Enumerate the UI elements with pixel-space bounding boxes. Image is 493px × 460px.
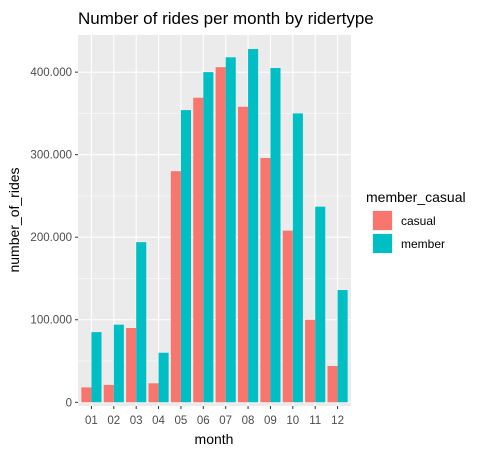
y-tick-label: 0 bbox=[66, 397, 72, 409]
bar-member-08 bbox=[248, 49, 259, 403]
y-tick-label: 300.000 bbox=[30, 150, 72, 162]
x-tick-label: 03 bbox=[130, 415, 143, 427]
bar-casual-12 bbox=[327, 365, 338, 403]
bar-member-03 bbox=[136, 242, 147, 403]
bar-casual-01 bbox=[81, 387, 92, 403]
bar-member-12 bbox=[337, 290, 348, 403]
bar-casual-02 bbox=[103, 384, 114, 403]
bar-casual-11 bbox=[305, 319, 316, 403]
x-tick-label: 08 bbox=[242, 415, 255, 427]
y-tick-label: 400.000 bbox=[30, 67, 72, 79]
legend-swatch-casual bbox=[373, 211, 392, 230]
bar-member-06 bbox=[203, 72, 214, 403]
legend: member_casual casual member bbox=[366, 189, 466, 254]
y-axis: 0 100.000 200.000 300.000 400.000 bbox=[30, 67, 78, 409]
bar-casual-09 bbox=[260, 157, 271, 403]
x-tick-label: 01 bbox=[85, 415, 98, 427]
bar-casual-05 bbox=[170, 171, 181, 403]
bar-casual-07 bbox=[215, 67, 226, 403]
x-tick-label: 05 bbox=[175, 415, 188, 427]
y-axis-title: number_of_rides bbox=[6, 167, 22, 272]
bar-member-05 bbox=[180, 110, 192, 403]
x-tick-label: 06 bbox=[197, 415, 210, 427]
bar-casual-04 bbox=[148, 383, 159, 403]
x-tick-label: 12 bbox=[331, 415, 344, 427]
x-axis-title: month bbox=[195, 431, 234, 447]
chart-title: Number of rides per month by ridertype bbox=[78, 9, 374, 28]
y-tick-label: 100.000 bbox=[30, 315, 72, 327]
bar-casual-06 bbox=[193, 97, 204, 403]
bar-member-01 bbox=[91, 332, 102, 403]
x-tick-label: 09 bbox=[264, 415, 277, 427]
legend-title: member_casual bbox=[366, 189, 466, 205]
x-tick-label: 10 bbox=[286, 415, 299, 427]
legend-label-member: member bbox=[401, 237, 445, 251]
legend-swatch-member bbox=[373, 234, 392, 253]
bar-member-07 bbox=[225, 57, 236, 403]
x-tick-label: 02 bbox=[107, 415, 120, 427]
x-tick-label: 07 bbox=[219, 415, 232, 427]
y-tick-label: 200.000 bbox=[30, 232, 72, 244]
bar-member-10 bbox=[292, 113, 303, 403]
bar-casual-10 bbox=[282, 230, 293, 403]
x-tick-label: 11 bbox=[309, 415, 321, 427]
legend-label-casual: casual bbox=[401, 214, 436, 228]
bar-casual-03 bbox=[126, 328, 137, 403]
bar-member-04 bbox=[158, 352, 169, 403]
bar-member-09 bbox=[270, 68, 281, 403]
x-tick-label: 04 bbox=[152, 415, 165, 427]
bar-member-11 bbox=[315, 206, 326, 403]
bars bbox=[81, 49, 348, 403]
bar-casual-08 bbox=[237, 106, 249, 403]
x-axis: 01 02 03 04 05 06 07 08 09 10 11 12 bbox=[85, 406, 344, 427]
bar-member-02 bbox=[113, 324, 124, 403]
